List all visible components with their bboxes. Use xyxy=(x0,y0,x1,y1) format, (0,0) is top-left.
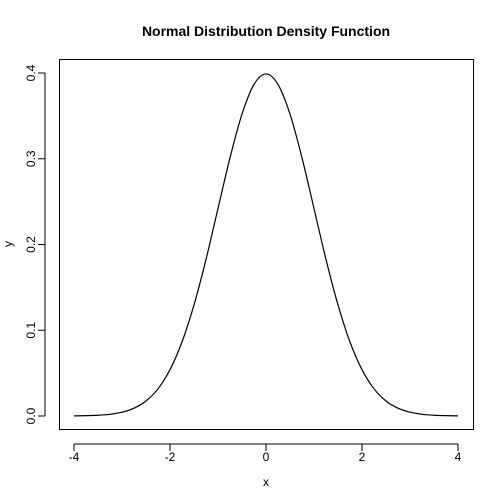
y-tick-label: 0.3 xyxy=(24,150,38,167)
y-axis: 0.0 0.1 0.2 0.3 0.4 xyxy=(24,64,46,424)
series-layer xyxy=(73,73,459,417)
x-axis-label: x xyxy=(263,475,269,489)
chart-title: Normal Distribution Density Function xyxy=(142,23,390,39)
plot-frame xyxy=(59,59,474,430)
x-tick-label: -4 xyxy=(69,450,80,464)
x-tick-label: 2 xyxy=(359,450,366,464)
x-tick-label: 0 xyxy=(263,450,270,464)
density-curve-line xyxy=(73,73,459,417)
y-tick-label: 0.0 xyxy=(24,407,38,424)
y-axis-label: y xyxy=(1,241,15,247)
y-tick-label: 0.4 xyxy=(24,64,38,81)
x-tick-label: 4 xyxy=(455,450,462,464)
y-tick-label: 0.2 xyxy=(24,236,38,253)
y-tick-label: 0.1 xyxy=(24,322,38,339)
x-axis: -4 -2 0 2 4 xyxy=(69,443,462,464)
x-tick-label: -2 xyxy=(165,450,176,464)
